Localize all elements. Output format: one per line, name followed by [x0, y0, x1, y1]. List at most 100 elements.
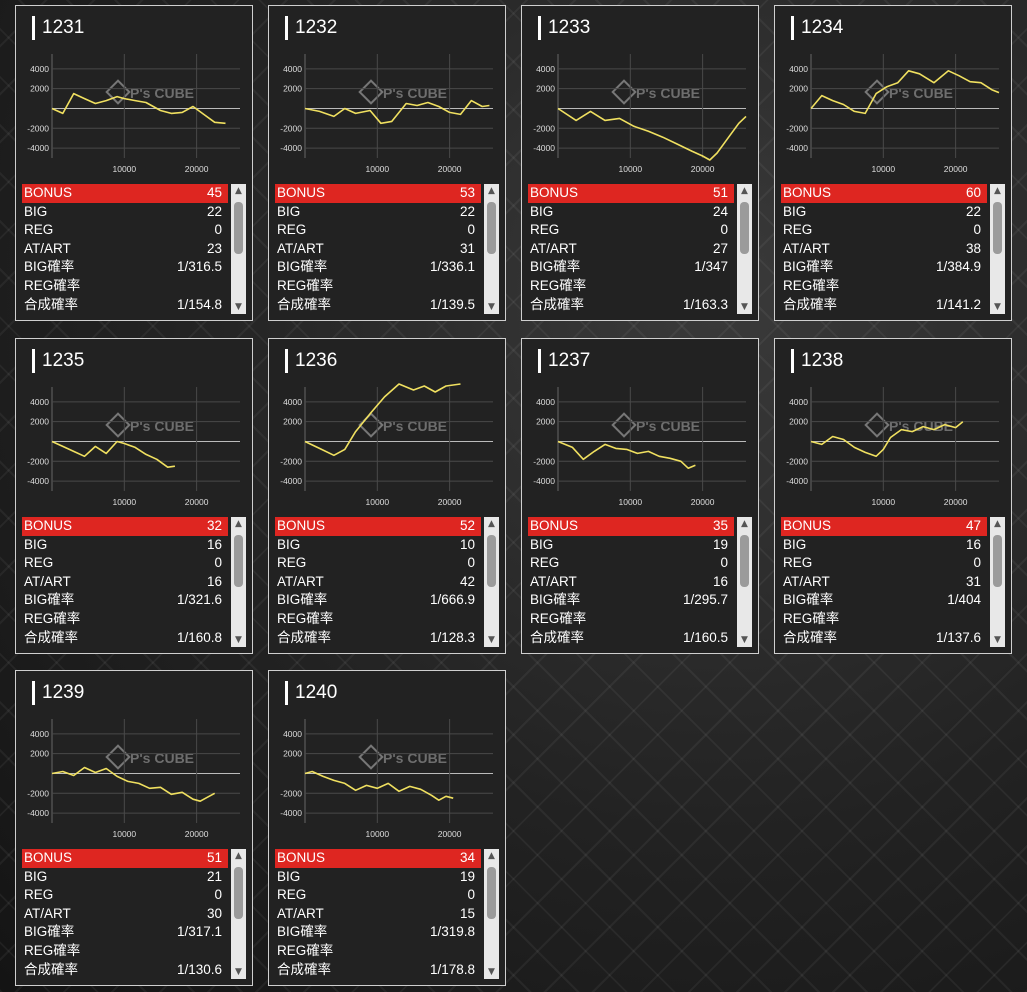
stats-list[interactable]: BONUS 51 BIG 24 REG 0 AT/ART 27 BIG確率 1/347 REG確率合…	[528, 184, 752, 314]
scroll-down-icon[interactable]: ▼	[235, 967, 242, 977]
scroll-down-icon[interactable]: ▼	[741, 302, 748, 312]
watermark-logo: P's CUBE	[864, 412, 953, 438]
machine-card[interactable]: 1240 P's CUBE 4000 2000 -2000 -4000 10000 20000…	[268, 670, 506, 986]
stat-row-reg: REG 0	[781, 554, 987, 573]
stat-value: 16	[206, 536, 222, 552]
watermark-logo: P's CUBE	[358, 744, 447, 770]
scrollbar[interactable]: ▲ ▼	[737, 184, 752, 314]
stats-list[interactable]: BONUS 53 BIG 22 REG 0 AT/ART 31 BIG確率 1/336.1 REG確…	[275, 184, 499, 314]
scroll-up-icon[interactable]: ▲	[741, 519, 748, 529]
machine-card[interactable]: 1233 P's CUBE 4000 2000 -2000 -4000 10000 20000…	[521, 5, 759, 321]
machine-card[interactable]: 1239 P's CUBE 4000 2000 -2000 -4000 10000 20000…	[15, 670, 253, 986]
stat-value: 52	[459, 518, 475, 533]
scroll-thumb[interactable]	[740, 202, 749, 254]
stat-label: BIG	[24, 203, 48, 219]
machine-card[interactable]: 1236 P's CUBE 4000 2000 -2000 -4000 10000 20000…	[268, 338, 506, 654]
stat-value: 1/404	[947, 592, 981, 608]
stats-list[interactable]: BONUS 32 BIG 16 REG 0 AT/ART 16 BIG確率 1/321.6 REG確…	[22, 517, 246, 647]
cube-icon	[358, 412, 384, 438]
scrollbar[interactable]: ▲ ▼	[231, 184, 246, 314]
stat-label: REG確率	[277, 942, 334, 958]
watermark-text: P's CUBE	[636, 418, 700, 434]
stat-value: 0	[973, 222, 981, 238]
stats-list[interactable]: BONUS 51 BIG 21 REG 0 AT/ART 30 BIG確率 1/317.1 REG確…	[22, 849, 246, 979]
scroll-up-icon[interactable]: ▲	[235, 186, 242, 196]
scroll-down-icon[interactable]: ▼	[994, 302, 1001, 312]
stat-row-big-rate: BIG確率 1/295.7	[528, 591, 734, 610]
y-tick-label: -2000	[280, 788, 302, 798]
stat-label: REG確率	[783, 277, 840, 293]
machine-card[interactable]: 1235 P's CUBE 4000 2000 -2000 -4000 10000 20000…	[15, 338, 253, 654]
stats-list[interactable]: BONUS 52 BIG 10 REG 0 AT/ART 42 BIG確率 1/666.9 REG確…	[275, 517, 499, 647]
machine-number: 1231	[32, 16, 84, 40]
stat-value: 0	[467, 887, 475, 903]
scroll-thumb[interactable]	[993, 202, 1002, 254]
stat-value: 1/160.8	[176, 629, 222, 645]
stats-list[interactable]: BONUS 60 BIG 22 REG 0 AT/ART 38 BIG確率 1/384.9 REG確…	[781, 184, 1005, 314]
machine-card[interactable]: 1237 P's CUBE 4000 2000 -2000 -4000 10000 20000…	[521, 338, 759, 654]
scroll-up-icon[interactable]: ▲	[741, 186, 748, 196]
watermark-text: P's CUBE	[130, 85, 194, 101]
machine-card[interactable]: 1232 P's CUBE 4000 2000 -2000 -4000 10000 20000…	[268, 5, 506, 321]
scrollbar[interactable]: ▲ ▼	[484, 849, 499, 979]
stats-list[interactable]: BONUS 45 BIG 22 REG 0 AT/ART 23 BIG確率 1/316.5 REG確…	[22, 184, 246, 314]
stat-value: 1/137.6	[935, 629, 981, 645]
scroll-down-icon[interactable]: ▼	[488, 302, 495, 312]
scroll-up-icon[interactable]: ▲	[488, 186, 495, 196]
stat-value: 51	[206, 850, 222, 865]
stat-label: BONUS	[783, 185, 832, 200]
stat-row-total-rate: 合成確率 1/160.8	[22, 629, 228, 648]
stat-row-at-art: AT/ART 15	[275, 905, 481, 924]
stat-value: 16	[965, 536, 981, 552]
scroll-thumb[interactable]	[234, 202, 243, 254]
stats-list[interactable]: BONUS 35 BIG 19 REG 0 AT/ART 16 BIG確率 1/295.7 REG確…	[528, 517, 752, 647]
scroll-up-icon[interactable]: ▲	[488, 851, 495, 861]
cube-icon	[105, 412, 131, 438]
scroll-up-icon[interactable]: ▲	[235, 851, 242, 861]
scroll-up-icon[interactable]: ▲	[235, 519, 242, 529]
scrollbar[interactable]: ▲ ▼	[231, 517, 246, 647]
machine-card[interactable]: 1238 P's CUBE 4000 2000 -2000 -4000 10000 20000…	[774, 338, 1012, 654]
y-tick-label: 4000	[789, 397, 808, 407]
scrollbar[interactable]: ▲ ▼	[990, 517, 1005, 647]
scroll-thumb[interactable]	[234, 867, 243, 919]
scroll-up-icon[interactable]: ▲	[488, 519, 495, 529]
scroll-thumb[interactable]	[487, 535, 496, 587]
x-tick-label: 20000	[185, 497, 209, 507]
stat-row-total-rate: 合成確率 1/130.6	[22, 961, 228, 980]
scroll-down-icon[interactable]: ▼	[235, 302, 242, 312]
machine-card[interactable]: 1231 P's CUBE 4000 2000 -2000 -4000 10000 20000…	[15, 5, 253, 321]
scrollbar[interactable]: ▲ ▼	[484, 184, 499, 314]
scrollbar[interactable]: ▲ ▼	[484, 517, 499, 647]
scroll-down-icon[interactable]: ▼	[488, 635, 495, 645]
stat-row-total-rate: 合成確率 1/178.8	[275, 961, 481, 980]
slump-chart: P's CUBE 4000 2000 -2000 -4000 10000 20000	[786, 54, 1000, 174]
scroll-up-icon[interactable]: ▲	[994, 186, 1001, 196]
stat-value: 1/666.9	[429, 592, 475, 608]
scroll-thumb[interactable]	[487, 202, 496, 254]
scroll-thumb[interactable]	[487, 867, 496, 919]
scrollbar[interactable]: ▲ ▼	[231, 849, 246, 979]
scroll-up-icon[interactable]: ▲	[994, 519, 1001, 529]
stat-row-reg: REG 0	[275, 554, 481, 573]
stat-row-at-art: AT/ART 23	[22, 240, 228, 259]
stat-value: 35	[712, 518, 728, 533]
scroll-down-icon[interactable]: ▼	[235, 635, 242, 645]
x-tick-label: 20000	[944, 164, 968, 174]
stat-value: 16	[712, 573, 728, 589]
scrollbar[interactable]: ▲ ▼	[990, 184, 1005, 314]
stat-label: BONUS	[277, 518, 326, 533]
x-tick-label: 10000	[618, 164, 642, 174]
scroll-thumb[interactable]	[234, 535, 243, 587]
stats-list[interactable]: BONUS 47 BIG 16 REG 0 AT/ART 31 BIG確率 1/404 REG確率合…	[781, 517, 1005, 647]
scroll-down-icon[interactable]: ▼	[994, 635, 1001, 645]
scroll-thumb[interactable]	[993, 535, 1002, 587]
stat-value: 1/316.5	[176, 259, 222, 275]
scroll-thumb[interactable]	[740, 535, 749, 587]
stats-list[interactable]: BONUS 34 BIG 19 REG 0 AT/ART 15 BIG確率 1/319.8 REG確…	[275, 849, 499, 979]
machine-card[interactable]: 1234 P's CUBE 4000 2000 -2000 -4000 10000 20000…	[774, 5, 1012, 321]
stat-value: 1/160.5	[682, 629, 728, 645]
scroll-down-icon[interactable]: ▼	[741, 635, 748, 645]
scrollbar[interactable]: ▲ ▼	[737, 517, 752, 647]
scroll-down-icon[interactable]: ▼	[488, 967, 495, 977]
